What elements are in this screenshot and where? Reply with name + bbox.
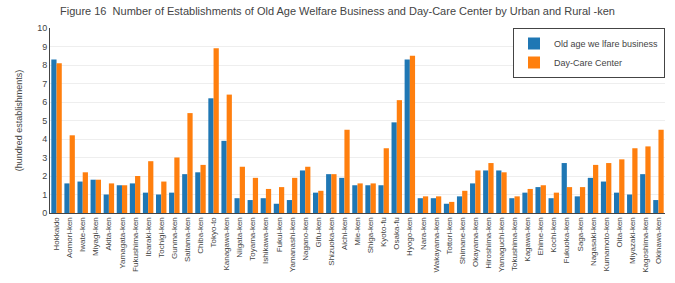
svg-text:Hyogo-ken: Hyogo-ken xyxy=(405,217,414,256)
svg-text:Kyoto-fu: Kyoto-fu xyxy=(379,217,388,247)
svg-text:Kagoshima-ken: Kagoshima-ken xyxy=(641,217,650,273)
svg-text:Okinawa-ken: Okinawa-ken xyxy=(654,217,663,264)
svg-text:Kochi-ken: Kochi-ken xyxy=(549,217,558,253)
svg-text:Shizuoka-ken: Shizuoka-ken xyxy=(327,217,336,265)
svg-text:Nagasaki-ken: Nagasaki-ken xyxy=(589,217,598,266)
svg-text:Figure 16 Number of Establish: Figure 16 Number of Establishments of Ol… xyxy=(60,5,615,17)
svg-text:Toyama-ken: Toyama-ken xyxy=(248,217,257,261)
svg-text:9: 9 xyxy=(42,42,47,52)
svg-text:Okayama-ken: Okayama-ken xyxy=(471,217,480,267)
svg-text:Hiroshima-ken: Hiroshima-ken xyxy=(484,217,493,269)
svg-text:Gifu-ken: Gifu-ken xyxy=(314,217,323,247)
svg-text:(hundred establishments): (hundred establishments) xyxy=(14,70,24,172)
svg-text:0: 0 xyxy=(42,208,47,218)
svg-text:Ibaraki-ken: Ibaraki-ken xyxy=(144,217,153,257)
svg-text:Tottori-ken: Tottori-ken xyxy=(445,217,454,254)
svg-text:2: 2 xyxy=(42,171,47,181)
svg-text:8: 8 xyxy=(42,60,47,70)
svg-text:Akita-ken: Akita-ken xyxy=(104,217,113,250)
svg-text:Miyagi-ken: Miyagi-ken xyxy=(91,217,100,256)
svg-text:Hokkaido: Hokkaido xyxy=(52,217,61,251)
svg-text:1: 1 xyxy=(42,190,47,200)
svg-text:Fukuoka-ken: Fukuoka-ken xyxy=(562,217,571,263)
svg-text:Saitama-ken: Saitama-ken xyxy=(183,217,192,262)
svg-text:Wakayama-ken: Wakayama-ken xyxy=(432,217,441,272)
svg-text:Tokyo-to: Tokyo-to xyxy=(209,217,218,248)
svg-text:Tokushima-ken: Tokushima-ken xyxy=(510,217,519,271)
svg-text:5: 5 xyxy=(42,116,47,126)
svg-text:Chiba-ken: Chiba-ken xyxy=(196,217,205,253)
svg-text:4: 4 xyxy=(42,134,47,144)
svg-text:Mie-ken: Mie-ken xyxy=(353,217,362,245)
svg-text:Yamanashi-ken: Yamanashi-ken xyxy=(288,217,297,272)
svg-text:Gunma-ken: Gunma-ken xyxy=(170,217,179,259)
svg-text:Fukui-ken: Fukui-ken xyxy=(275,217,284,252)
svg-text:Tochigi-ken: Tochigi-ken xyxy=(157,217,166,257)
svg-text:3: 3 xyxy=(42,153,47,163)
svg-text:7: 7 xyxy=(42,79,47,89)
svg-text:Nara-ken: Nara-ken xyxy=(419,217,428,250)
svg-text:Aichi-ken: Aichi-ken xyxy=(340,217,349,250)
svg-text:10: 10 xyxy=(37,23,47,33)
svg-text:Shimane-ken: Shimane-ken xyxy=(458,217,467,264)
svg-text:Osaka-fu: Osaka-fu xyxy=(392,217,401,249)
svg-text:Saga-ken: Saga-ken xyxy=(576,217,585,251)
svg-text:Old age we lfare business: Old age we lfare business xyxy=(554,39,658,49)
svg-text:Iwate-ken: Iwate-ken xyxy=(78,217,87,252)
svg-text:Shiga-ken: Shiga-ken xyxy=(366,217,375,253)
svg-text:Ishikawa-ken: Ishikawa-ken xyxy=(262,217,271,264)
svg-text:Kanagawa-ken: Kanagawa-ken xyxy=(222,217,231,270)
svg-text:Kagawa-ken: Kagawa-ken xyxy=(523,217,532,261)
svg-text:Kumamoto-ken: Kumamoto-ken xyxy=(602,217,611,271)
svg-text:Niigata-ken: Niigata-ken xyxy=(235,217,244,257)
svg-text:Yamagata-ken: Yamagata-ken xyxy=(118,217,127,268)
svg-text:Aomori-ken: Aomori-ken xyxy=(65,217,74,258)
svg-text:Ehime-ken: Ehime-ken xyxy=(536,217,545,255)
svg-text:Nagano-ken: Nagano-ken xyxy=(301,217,310,261)
svg-text:Day-Care Center: Day-Care Center xyxy=(554,58,622,68)
svg-text:6: 6 xyxy=(42,97,47,107)
svg-text:Fukushima-ken: Fukushima-ken xyxy=(131,217,140,272)
svg-text:Oita-ken: Oita-ken xyxy=(615,217,624,247)
svg-text:Miyazaki-ken: Miyazaki-ken xyxy=(628,217,637,264)
svg-text:Yamaguchi-ken: Yamaguchi-ken xyxy=(497,217,506,272)
